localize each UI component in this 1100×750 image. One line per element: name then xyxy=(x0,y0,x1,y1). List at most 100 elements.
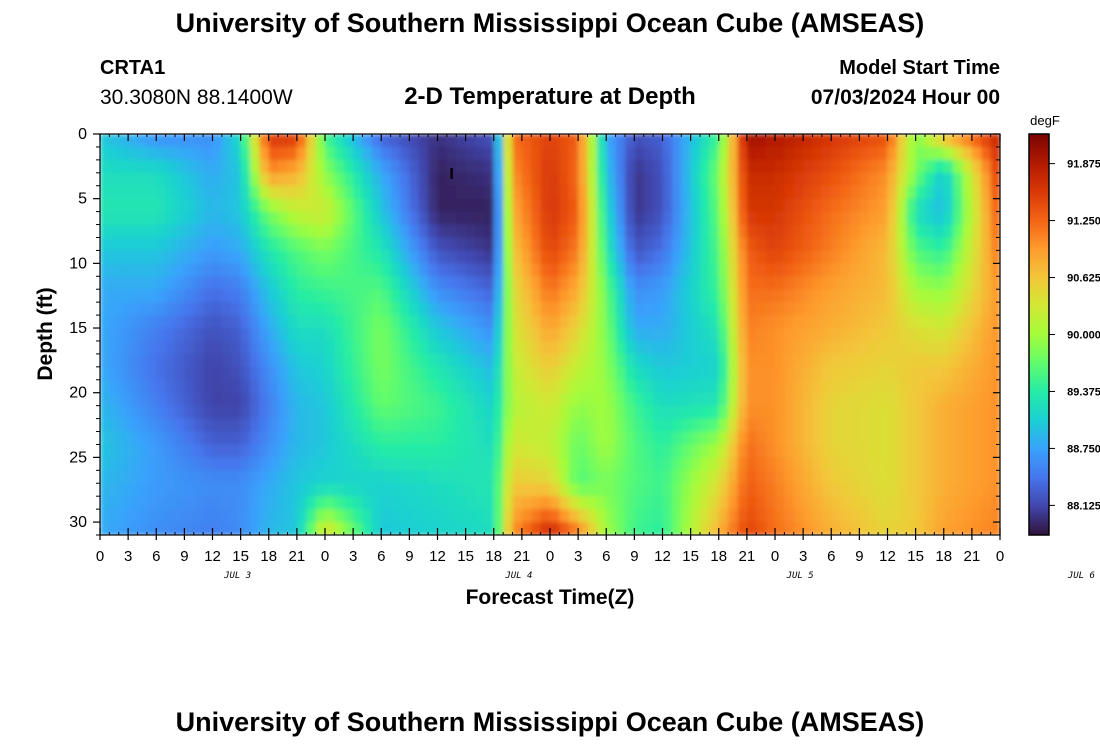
heatmap-cell xyxy=(653,172,664,187)
heatmap-cell xyxy=(484,444,495,458)
heatmap-cell xyxy=(428,405,439,420)
heatmap-cell xyxy=(362,392,373,407)
heatmap-cell xyxy=(315,289,326,303)
heatmap-cell xyxy=(615,457,626,471)
heatmap-cell xyxy=(512,159,523,174)
heatmap-cell xyxy=(259,263,270,277)
heatmap-cell xyxy=(662,470,673,484)
x-tick-label: 15 xyxy=(232,548,249,565)
heatmap-cell xyxy=(981,185,992,200)
heatmap-cell xyxy=(943,237,954,252)
heatmap-cell xyxy=(728,340,739,355)
heatmap-cell xyxy=(156,134,167,148)
heatmap-cell xyxy=(203,431,214,446)
heatmap-cell xyxy=(456,237,467,252)
heatmap-cell xyxy=(775,328,785,342)
heatmap-cell xyxy=(475,470,485,484)
heatmap-cell xyxy=(606,315,617,329)
heatmap-cell xyxy=(446,172,457,187)
heatmap-cell xyxy=(793,224,804,239)
heatmap-cell xyxy=(306,328,317,342)
heatmap-cell xyxy=(559,353,570,368)
heatmap-cell xyxy=(765,496,776,510)
heatmap-cell xyxy=(146,263,157,277)
heatmap-cell xyxy=(306,509,317,523)
heatmap-cell xyxy=(868,224,879,239)
heatmap-cell xyxy=(887,483,898,497)
heatmap-cell xyxy=(146,224,157,239)
heatmap-cell xyxy=(943,328,954,342)
heatmap-cell xyxy=(587,353,598,368)
heatmap-cell xyxy=(221,522,232,535)
heatmap-cell xyxy=(315,211,326,226)
heatmap-cell xyxy=(100,172,110,187)
heatmap-cell xyxy=(231,159,242,174)
heatmap-cell xyxy=(653,224,664,239)
heatmap-cell xyxy=(728,198,739,213)
heatmap-cell xyxy=(596,340,607,355)
heatmap-cell xyxy=(278,250,289,264)
heatmap-cell xyxy=(212,470,223,484)
heatmap-cell xyxy=(709,366,720,381)
heatmap-cell xyxy=(287,224,298,239)
heatmap-cell xyxy=(381,276,392,290)
heatmap-cell xyxy=(587,457,598,471)
heatmap-cell xyxy=(296,483,307,497)
heatmap-cell xyxy=(503,418,514,433)
heatmap-cell xyxy=(615,224,626,239)
heatmap-cell xyxy=(784,405,795,420)
heatmap-cell xyxy=(146,134,157,148)
x-tick-label: 6 xyxy=(827,548,835,565)
heatmap-cell xyxy=(165,146,176,161)
heatmap-cell xyxy=(221,185,232,200)
heatmap-cell xyxy=(118,431,129,446)
heatmap-cell xyxy=(671,379,682,394)
heatmap-cell xyxy=(475,483,485,497)
heatmap-cell xyxy=(587,198,598,213)
heatmap-cell xyxy=(203,198,214,213)
heatmap-cell xyxy=(915,379,926,394)
heatmap-cell xyxy=(250,250,260,264)
heatmap-cell xyxy=(850,302,860,316)
x-tick-label: 12 xyxy=(654,548,671,565)
heatmap-cell xyxy=(915,340,926,355)
heatmap-cell xyxy=(925,134,935,148)
heatmap-cell xyxy=(240,263,251,277)
heatmap-cell xyxy=(437,276,448,290)
heatmap-cell xyxy=(812,276,823,290)
heatmap-cell xyxy=(690,418,701,433)
heatmap-cell xyxy=(221,328,232,342)
heatmap-cell xyxy=(606,483,617,497)
heatmap-cell xyxy=(100,263,110,277)
heatmap-cell xyxy=(887,159,898,174)
heatmap-cell xyxy=(175,483,185,497)
heatmap-cell xyxy=(240,496,251,510)
heatmap-cell xyxy=(128,522,139,535)
heatmap-cell xyxy=(896,172,907,187)
heatmap-cell xyxy=(156,185,167,200)
heatmap-cell xyxy=(784,366,795,381)
heatmap-cell xyxy=(596,328,607,342)
heatmap-cell xyxy=(981,392,992,407)
y-tick-label: 0 xyxy=(78,126,87,143)
heatmap-cell xyxy=(775,185,785,200)
heatmap-cell xyxy=(700,353,710,368)
heatmap-cell xyxy=(334,211,345,226)
heatmap-cell xyxy=(315,237,326,252)
heatmap-cell xyxy=(362,263,373,277)
heatmap-cell xyxy=(137,134,148,148)
heatmap-cell xyxy=(446,509,457,523)
heatmap-cell xyxy=(587,431,598,446)
heatmap-cell xyxy=(353,185,364,200)
heatmap-cell xyxy=(709,509,720,523)
heatmap-cell xyxy=(775,172,785,187)
heatmap-cell xyxy=(690,237,701,252)
heatmap-cell xyxy=(718,379,729,394)
heatmap-cell xyxy=(137,340,148,355)
heatmap-cell xyxy=(971,431,982,446)
heatmap-cell xyxy=(915,483,926,497)
heatmap-cell xyxy=(925,185,935,200)
heatmap-cell xyxy=(915,392,926,407)
heatmap-cell xyxy=(953,198,964,213)
heatmap-cell xyxy=(409,379,420,394)
